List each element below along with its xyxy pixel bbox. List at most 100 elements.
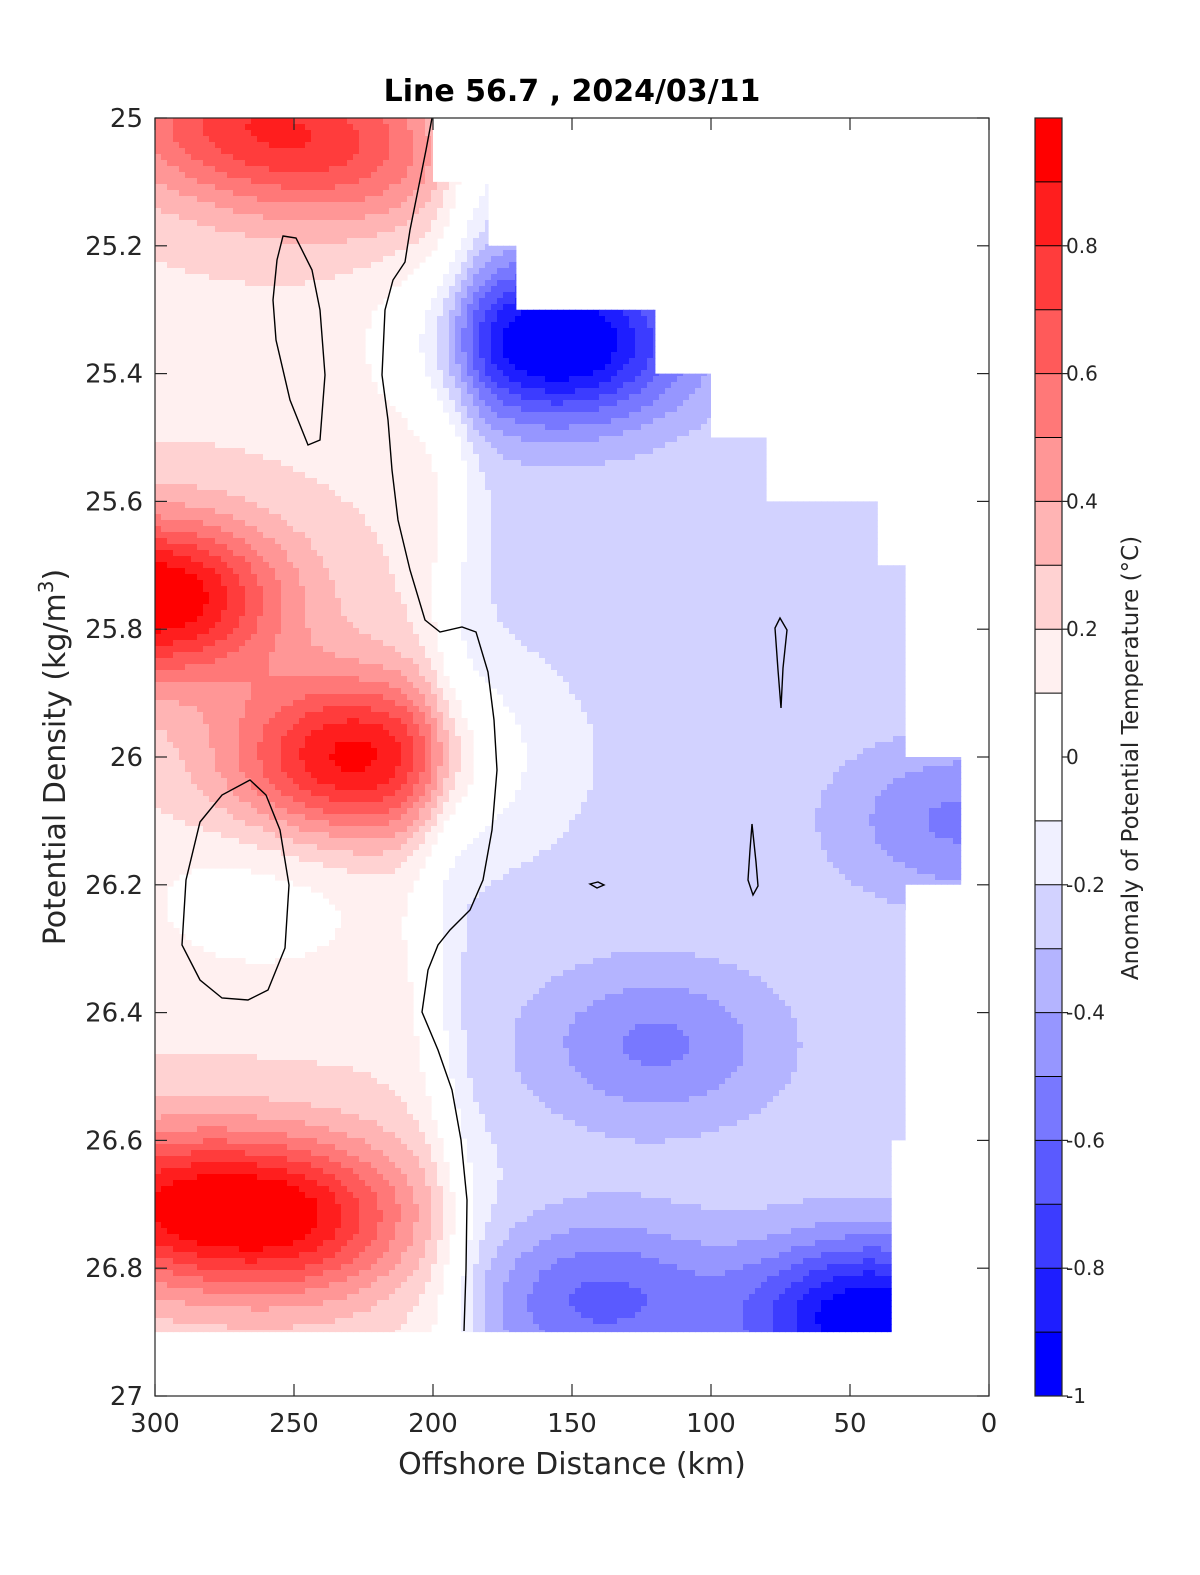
field-cell bbox=[389, 160, 396, 167]
field-cell bbox=[347, 256, 354, 263]
field-cell bbox=[341, 172, 348, 179]
field-cell bbox=[245, 130, 252, 137]
field-cell bbox=[341, 340, 348, 347]
field-cell bbox=[257, 328, 264, 335]
field-cell bbox=[395, 142, 402, 149]
field-cell bbox=[281, 328, 288, 335]
field-cell bbox=[227, 130, 234, 137]
field-cell bbox=[473, 304, 480, 311]
field-cell bbox=[227, 208, 234, 215]
field-cell bbox=[173, 250, 180, 257]
field-cell bbox=[365, 118, 372, 125]
field-cell bbox=[623, 340, 630, 347]
field-cell bbox=[545, 316, 552, 323]
field-cell bbox=[479, 202, 486, 209]
field-cell bbox=[197, 202, 204, 209]
field-cell bbox=[431, 214, 438, 221]
field-cell bbox=[395, 196, 402, 203]
field-cell bbox=[347, 142, 354, 149]
field-cell bbox=[311, 202, 318, 209]
field-cell bbox=[203, 232, 210, 239]
field-cell bbox=[167, 304, 174, 311]
field-cell bbox=[203, 196, 210, 203]
field-cell bbox=[509, 316, 516, 323]
field-cell bbox=[305, 322, 312, 329]
field-cell bbox=[311, 250, 318, 257]
field-cell bbox=[155, 208, 162, 215]
field-cell bbox=[185, 316, 192, 323]
field-cell bbox=[161, 274, 168, 281]
field-cell bbox=[359, 184, 366, 191]
field-cell bbox=[329, 256, 336, 263]
field-cell bbox=[323, 244, 330, 251]
field-cell bbox=[401, 274, 408, 281]
field-cell bbox=[293, 154, 300, 161]
field-cell bbox=[485, 274, 492, 281]
field-cell bbox=[605, 316, 612, 323]
field-cell bbox=[329, 322, 336, 329]
field-cell bbox=[437, 196, 444, 203]
field-cell bbox=[353, 310, 360, 317]
field-cell bbox=[449, 274, 456, 281]
field-cell bbox=[317, 202, 324, 209]
field-cell bbox=[479, 268, 486, 275]
field-cell bbox=[365, 244, 372, 251]
field-cell bbox=[425, 250, 432, 257]
field-cell bbox=[251, 238, 258, 245]
field-cell bbox=[467, 322, 474, 329]
field-cell bbox=[251, 328, 258, 335]
field-cell bbox=[227, 238, 234, 245]
field-cell bbox=[371, 190, 378, 197]
field-cell bbox=[167, 184, 174, 191]
field-cell bbox=[221, 298, 228, 305]
field-cell bbox=[365, 160, 372, 167]
field-cell bbox=[197, 214, 204, 221]
field-cell bbox=[167, 310, 174, 317]
field-cell bbox=[371, 220, 378, 227]
field-cell bbox=[167, 286, 174, 293]
field-cell bbox=[191, 316, 198, 323]
field-cell bbox=[329, 286, 336, 293]
field-cell bbox=[239, 208, 246, 215]
field-cell bbox=[317, 172, 324, 179]
field-cell bbox=[185, 154, 192, 161]
field-cell bbox=[329, 214, 336, 221]
field-cell bbox=[497, 250, 504, 257]
field-cell bbox=[269, 124, 276, 131]
field-cell bbox=[179, 250, 186, 257]
field-cell bbox=[371, 268, 378, 275]
field-cell bbox=[227, 154, 234, 161]
field-cell bbox=[323, 220, 330, 227]
field-cell bbox=[203, 304, 210, 311]
field-cell bbox=[377, 238, 384, 245]
field-cell bbox=[335, 262, 342, 269]
field-cell bbox=[221, 142, 228, 149]
field-cell bbox=[599, 322, 606, 329]
field-cell bbox=[629, 310, 636, 317]
field-cell bbox=[587, 328, 594, 335]
field-cell bbox=[323, 136, 330, 143]
field-cell bbox=[557, 322, 564, 329]
field-cell bbox=[335, 148, 342, 155]
field-cell bbox=[413, 232, 420, 239]
field-cell bbox=[203, 184, 210, 191]
field-cell bbox=[401, 136, 408, 143]
field-cell bbox=[443, 274, 450, 281]
field-cell bbox=[179, 208, 186, 215]
field-cell bbox=[395, 280, 402, 287]
field-cell bbox=[311, 166, 318, 173]
field-cell bbox=[275, 118, 282, 125]
field-cell bbox=[407, 142, 414, 149]
field-cell bbox=[437, 220, 444, 227]
field-cell bbox=[203, 178, 210, 185]
field-cell bbox=[461, 298, 468, 305]
field-cell bbox=[275, 142, 282, 149]
field-cell bbox=[275, 298, 282, 305]
field-cell bbox=[365, 190, 372, 197]
field-cell bbox=[263, 334, 270, 341]
field-cell bbox=[329, 184, 336, 191]
field-cell bbox=[233, 304, 240, 311]
field-cell bbox=[323, 322, 330, 329]
field-cell bbox=[335, 226, 342, 233]
field-cell bbox=[479, 238, 486, 245]
